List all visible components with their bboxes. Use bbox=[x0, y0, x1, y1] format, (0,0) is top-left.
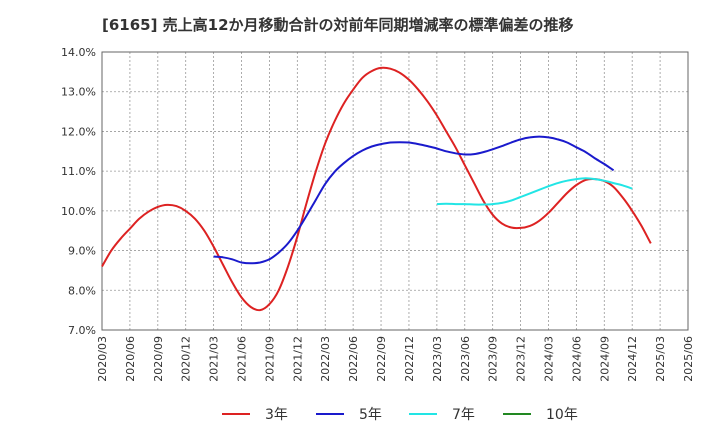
legend-label: 10年 bbox=[546, 407, 578, 423]
series-line-1 bbox=[101, 66, 652, 312]
x-tick-label: 2024/09 bbox=[598, 336, 611, 382]
x-tick-label: 2022/06 bbox=[347, 336, 360, 382]
x-tick-label: 2023/06 bbox=[459, 336, 472, 382]
series-lines bbox=[101, 66, 652, 312]
y-tick-label: 8.0% bbox=[68, 284, 96, 297]
plot-frame bbox=[101, 51, 689, 331]
x-tick-label: 2024/06 bbox=[570, 336, 583, 382]
y-tick-label: 12.0% bbox=[61, 125, 96, 138]
legend-label: 7年 bbox=[452, 407, 475, 423]
y-axis: 14.0% 13.0% 12.0% 11.0% 10.0% 9.0% 8.0% 7.0% bbox=[61, 46, 96, 337]
series-line-2 bbox=[213, 135, 615, 265]
legend-label: 5年 bbox=[359, 407, 382, 423]
x-tick-label: 2021/09 bbox=[263, 336, 276, 382]
grid bbox=[102, 52, 688, 330]
x-tick-label: 2020/12 bbox=[180, 336, 193, 382]
chart-title: [6165] 売上高12か月移動合計の対前年同期増減率の標準偏差の推移 bbox=[102, 16, 574, 34]
legend-label: 3年 bbox=[265, 407, 288, 423]
y-tick-label: 7.0% bbox=[68, 324, 96, 337]
y-tick-label: 14.0% bbox=[61, 46, 96, 59]
x-tick-label: 2020/06 bbox=[124, 336, 137, 382]
x-tick-label: 2020/09 bbox=[152, 336, 165, 382]
x-tick-label: 2020/03 bbox=[96, 336, 109, 382]
x-tick-label: 2025/06 bbox=[682, 336, 695, 382]
x-tick-label: 2024/03 bbox=[542, 336, 555, 382]
y-tick-label: 11.0% bbox=[61, 165, 96, 178]
x-tick-label: 2023/12 bbox=[515, 336, 528, 382]
x-tick-label: 2021/06 bbox=[236, 336, 249, 382]
legend: 3年 5年 7年 10年 bbox=[222, 407, 578, 423]
x-tick-label: 2022/03 bbox=[319, 336, 332, 382]
x-axis: 2020/03 2020/06 2020/09 2020/12 2021/03 2021/… bbox=[96, 336, 695, 382]
y-tick-label: 13.0% bbox=[61, 86, 96, 99]
y-tick-label: 9.0% bbox=[68, 245, 96, 258]
y-tick-label: 10.0% bbox=[61, 205, 96, 218]
series-line-3 bbox=[436, 177, 633, 206]
x-tick-label: 2023/09 bbox=[487, 336, 500, 382]
x-tick-label: 2022/12 bbox=[403, 336, 416, 382]
x-tick-label: 2021/03 bbox=[208, 336, 221, 382]
x-tick-label: 2023/03 bbox=[431, 336, 444, 382]
x-tick-label: 2021/12 bbox=[291, 336, 304, 382]
x-tick-label: 2024/12 bbox=[626, 336, 639, 382]
x-tick-label: 2025/03 bbox=[654, 336, 667, 382]
x-tick-label: 2022/09 bbox=[375, 336, 388, 382]
